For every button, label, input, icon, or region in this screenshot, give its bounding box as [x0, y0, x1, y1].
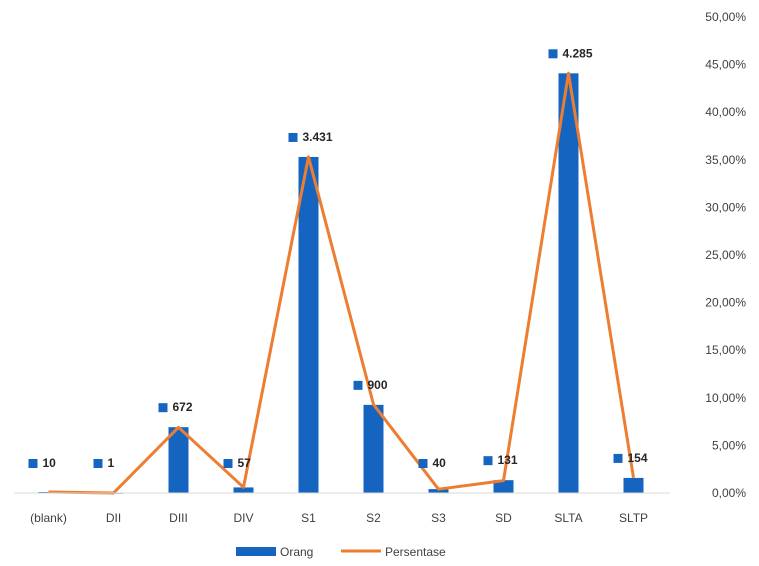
line-series-persentase — [48, 71, 635, 495]
y2-tick-label: 15,00% — [705, 343, 746, 357]
data-label: 4.285 — [563, 46, 593, 60]
y2-tick-label: 30,00% — [705, 200, 746, 214]
legend-swatch-orang — [236, 547, 276, 556]
bar-s2 — [363, 404, 384, 493]
y2-tick-label: 25,00% — [705, 248, 746, 262]
legend-item-orang: Orang — [236, 545, 313, 559]
data-label-marker — [93, 459, 103, 468]
data-label-marker — [158, 403, 168, 413]
data-label-marker — [28, 459, 38, 468]
x-axis-tick-labels: (blank) DII DIII DIV S1 S2 S3 SD SLTA SLTP — [30, 511, 648, 525]
data-label: 3.431 — [303, 130, 333, 144]
x-tick-label: SLTA — [554, 511, 582, 525]
bar-diii — [168, 427, 189, 493]
bar-data-labels: 10 1 672 57 3.431 900 40 131 4.285 154 — [28, 46, 648, 470]
legend: Orang Persentase — [236, 545, 446, 559]
legend-item-persentase: Persentase — [341, 545, 446, 559]
data-label: 672 — [173, 400, 193, 414]
y2-tick-label: 20,00% — [705, 296, 746, 310]
y2-tick-label: 10,00% — [705, 391, 746, 405]
x-tick-label: S1 — [301, 511, 316, 525]
data-label: 10 — [43, 456, 57, 470]
data-label-marker — [613, 453, 623, 463]
y2-tick-label: 40,00% — [705, 105, 746, 119]
data-label: 57 — [238, 456, 252, 470]
x-tick-label: (blank) — [30, 511, 67, 525]
bar-s3 — [428, 489, 449, 493]
x-tick-label: DIII — [169, 511, 188, 525]
x-tick-label: S3 — [431, 511, 446, 525]
x-tick-label: DII — [106, 511, 121, 525]
data-label: 131 — [498, 453, 518, 467]
data-label-marker — [288, 132, 298, 142]
data-label: 40 — [433, 456, 447, 470]
data-label: 154 — [628, 451, 648, 465]
y2-tick-label: 5,00% — [712, 438, 746, 452]
secondary-y-axis-tick-labels: 0,00% 5,00% 10,00% 15,00% 20,00% 25,00% 30,00%… — [705, 10, 746, 500]
data-label-marker — [483, 456, 493, 466]
y2-tick-label: 50,00% — [705, 10, 746, 24]
bar-div — [233, 487, 254, 493]
data-label-marker — [418, 459, 428, 468]
legend-label-orang: Orang — [280, 545, 313, 559]
data-label: 900 — [368, 378, 388, 392]
data-label-marker — [223, 459, 233, 468]
x-tick-label: SD — [495, 511, 512, 525]
persentase-line — [48, 71, 635, 495]
bar-sltp — [623, 477, 644, 493]
x-tick-label: SLTP — [619, 511, 648, 525]
x-tick-label: S2 — [366, 511, 381, 525]
data-label-marker — [353, 380, 363, 390]
y2-tick-label: 0,00% — [712, 486, 746, 500]
y2-tick-label: 45,00% — [705, 58, 746, 72]
legend-label-persentase: Persentase — [385, 545, 446, 559]
bar-s1 — [298, 156, 319, 494]
data-label: 1 — [108, 456, 115, 470]
y2-tick-label: 35,00% — [705, 153, 746, 167]
bar-sd — [493, 480, 514, 493]
bar-series-orang — [38, 73, 644, 494]
data-label-marker — [548, 49, 558, 59]
x-tick-label: DIV — [233, 511, 253, 525]
bar-slta — [558, 73, 579, 494]
